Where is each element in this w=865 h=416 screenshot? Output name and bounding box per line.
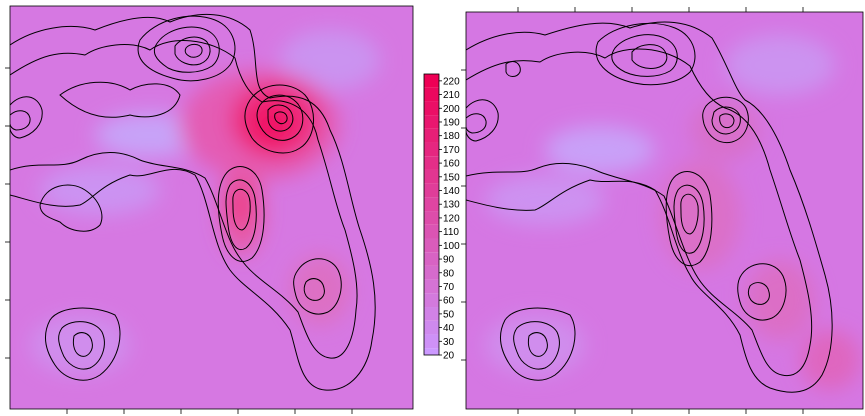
colorbar-tick-label: 200 [443,104,460,115]
colorbar-tick-label: 160 [443,159,460,170]
colorbar-tick-label: 30 [443,337,455,348]
colorbar-tick-label: 170 [443,145,460,156]
colorbar-band [424,307,439,321]
colorbar-band [424,169,439,184]
colorbar-band [424,348,439,355]
colorbar-band [424,128,439,143]
colorbar-band [424,142,439,157]
colorbar-band [424,74,439,88]
right-contour-lines [466,21,833,393]
colorbar-band [424,279,439,294]
colorbar-band [424,115,439,129]
colorbar-tick-label: 100 [443,241,460,252]
colorbar-band [424,183,439,198]
colorbar-band [424,224,439,239]
left-plot-frame [9,5,414,410]
colorbar-tick-label: 110 [443,227,459,238]
colorbar-tick-label: 210 [443,90,460,101]
colorbar: 20 30 40 50 60 70 80 90 100 110 120 130 140 150 160 170… [423,73,460,362]
colorbar-tick-label: 60 [443,296,455,307]
colorbar-band [424,87,439,102]
colorbar-band [424,238,439,253]
colorbar-tick-label: 150 [443,172,460,183]
colorbar-band [424,293,439,308]
colorbar-tick-label: 120 [443,213,460,224]
right-plot-frame [465,11,864,410]
colorbar-band [424,197,439,212]
colorbar-tick-label: 80 [443,268,455,279]
colorbar-tick-label: 180 [443,131,460,142]
colorbar-tick-label: 190 [443,117,460,128]
right-heatmap-panel [461,7,864,414]
left-contour-lines [10,13,376,391]
colorbar-band [424,101,439,116]
colorbar-band [424,320,439,335]
colorbar-frame [423,73,440,356]
colorbar-tick-label: 130 [443,200,460,211]
left-heatmap-panel [5,5,414,414]
right-axis-ticks [461,7,804,414]
colorbar-tick-label: 20 [443,351,455,362]
left-axis-ticks [5,67,353,414]
colorbar-tick-label: 90 [443,255,455,266]
colorbar-band [424,156,439,170]
colorbar-tick-label: 140 [443,186,460,197]
colorbar-band [424,252,439,266]
colorbar-tick-label: 70 [443,282,455,293]
colorbar-tick-label: 220 [443,76,460,87]
colorbar-tick-label: 40 [443,323,455,334]
colorbar-tick-label: 50 [443,309,455,320]
colorbar-band [424,334,439,349]
colorbar-band [424,265,439,280]
colorbar-band [424,211,439,225]
